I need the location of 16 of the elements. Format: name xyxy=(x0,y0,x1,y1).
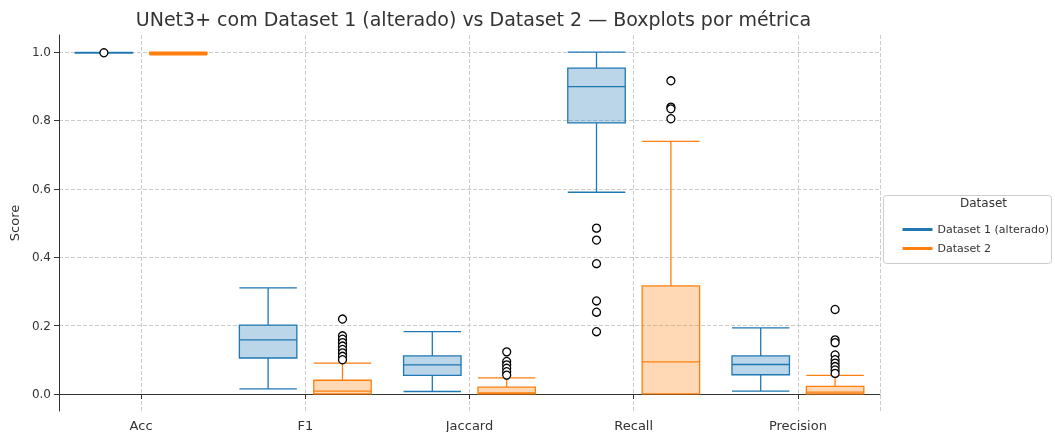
legend-title: Dataset xyxy=(960,196,1008,210)
y-tick-label: 0.4 xyxy=(31,250,51,265)
x-tick-label: Recall xyxy=(614,418,654,432)
x-tick-label: Jaccard xyxy=(444,418,494,432)
legend-label: Dataset 1 (alterado) xyxy=(937,223,1050,236)
y-tick-label: 0.6 xyxy=(31,181,51,196)
legend-label: Dataset 2 xyxy=(937,242,992,255)
y-axis-title: Score xyxy=(7,204,22,242)
y-tick-label: 0.0 xyxy=(31,386,51,401)
x-tick-label: Precision xyxy=(768,418,827,432)
y-tick-label: 0.2 xyxy=(31,318,51,333)
chart-title: UNet3+ com Dataset 1 (alterado) vs Dataset 2 — Boxplots por métrica xyxy=(135,7,812,30)
x-tick-label: Acc xyxy=(129,418,153,432)
x-tick-label: F1 xyxy=(297,418,314,432)
y-tick-label: 1.0 xyxy=(31,45,51,60)
y-tick-label: 0.8 xyxy=(31,113,51,128)
